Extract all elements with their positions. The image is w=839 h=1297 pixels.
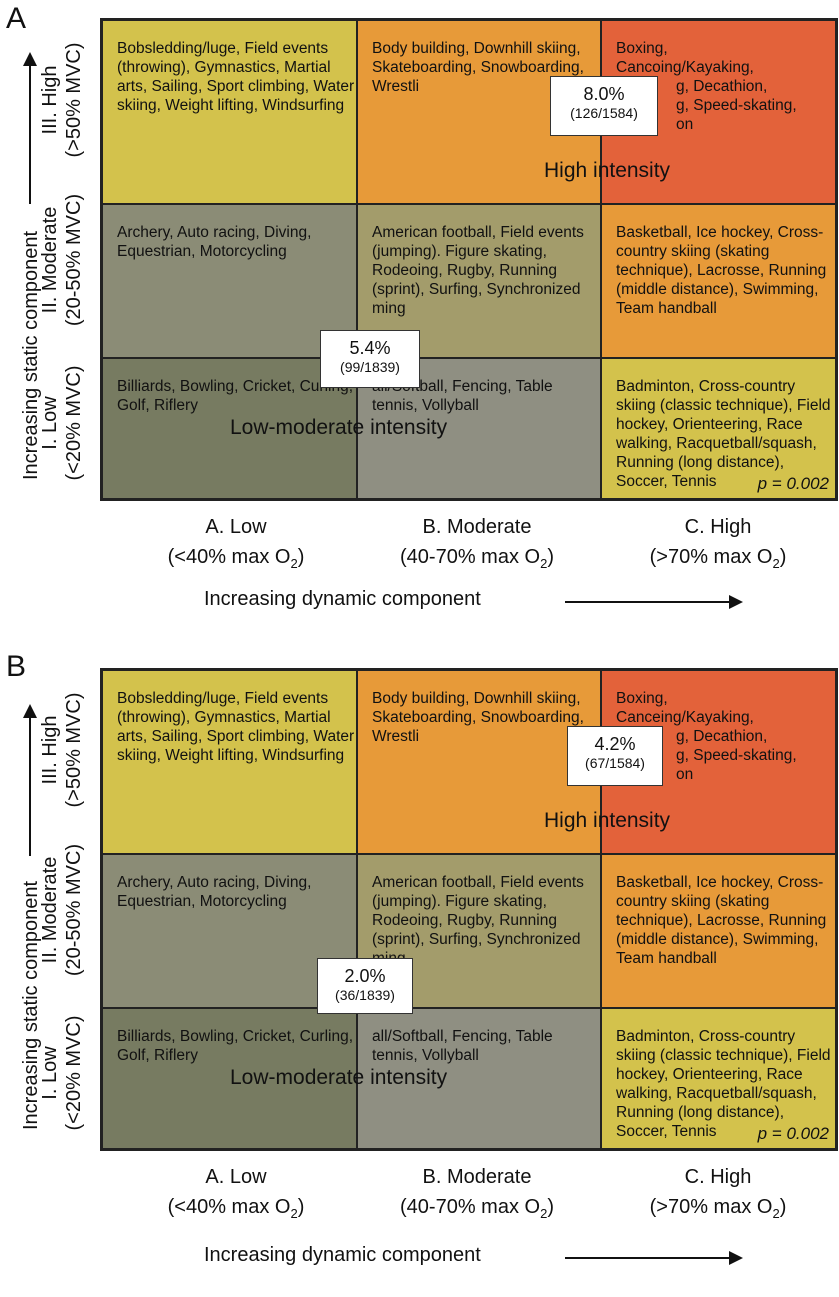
low-moderate-intensity-label: Low-moderate intensity: [230, 416, 448, 439]
high-intensity-callout: 4.2% (67/1584): [567, 726, 663, 786]
cell-low-static-low-dynamic: Billiards, Bowling, Cricket, Curling, Go…: [103, 359, 356, 498]
x-axis-title: Increasing dynamic component: [204, 588, 481, 610]
cell-moderate-static-low-dynamic: Archery, Auto racing, Diving, Equestrian…: [103, 205, 356, 357]
high-intensity-callout: 8.0% (126/1584): [550, 76, 658, 136]
row-label-high: III. High (>50% MVC): [39, 42, 85, 158]
cell-low-static-high-dynamic: Badminton, Cross-country skiing (classic…: [602, 1009, 835, 1148]
cell-high-static-low-dynamic: Bobsledding/luge, Field events (throwing…: [103, 671, 356, 853]
low-intensity-callout: 2.0% (36/1839): [317, 958, 413, 1014]
cell-moderate-static-high-dynamic: Basketball, Ice hockey, Cross-country sk…: [602, 205, 835, 357]
cell-low-static-low-dynamic: Billiards, Bowling, Cricket, Curling, Go…: [103, 1009, 356, 1148]
panel-label: B: [6, 650, 27, 683]
x-axis-title: Increasing dynamic component: [204, 1244, 481, 1266]
row-label-low: I. Low (<20% MVC): [39, 1015, 85, 1131]
cell-low-static-high-dynamic: Badminton, Cross-country skiing (classic…: [602, 359, 835, 498]
col-label-low: A. Low (<40% max O2): [167, 1166, 305, 1221]
classification-grid: Bobsledding/luge, Field events (throwing…: [100, 18, 838, 501]
col-label-high: C. High (>70% max O2): [649, 1166, 787, 1221]
cell-moderate-static-moderate-dynamic: American football, Field events (jumping…: [358, 205, 600, 357]
classification-grid: Bobsledding/luge, Field events (throwing…: [100, 668, 838, 1151]
cell-moderate-static-high-dynamic: Basketball, Ice hockey, Cross-country sk…: [602, 855, 835, 1007]
col-label-moderate: B. Moderate (40-70% max O2): [400, 516, 554, 571]
cell-low-static-moderate-dynamic: all/Softball, Fencing, Table tennis, Vol…: [358, 1009, 600, 1148]
low-moderate-intensity-label: Low-moderate intensity: [230, 1066, 448, 1089]
cell-high-static-high-dynamic: Boxing, Cancoing/Kayaking, g, Decathion,…: [602, 21, 835, 203]
high-intensity-label: High intensity: [544, 809, 671, 832]
y-axis-arrow: [23, 704, 37, 856]
col-label-low: A. Low (<40% max O2): [167, 516, 305, 571]
panel-b: B Increasing static component III. High …: [0, 648, 839, 1288]
cell-moderate-static-low-dynamic: Archery, Auto racing, Diving, Equestrian…: [103, 855, 356, 1007]
row-label-moderate: II. Moderate (20-50% MVC): [39, 193, 85, 327]
cell-high-static-high-dynamic: Boxing, Canceing/Kayaking, g, Decathion,…: [602, 671, 835, 853]
panel-label: A: [6, 2, 27, 35]
high-intensity-label: High intensity: [544, 159, 671, 182]
p-value: p = 0.002: [757, 1124, 829, 1143]
x-axis-arrow: [565, 595, 743, 609]
cell-high-static-low-dynamic: Bobsledding/luge, Field events (throwing…: [103, 21, 356, 203]
y-axis-arrow: [23, 52, 37, 204]
row-label-high: III. High (>50% MVC): [39, 692, 85, 808]
x-axis-arrow: [565, 1251, 743, 1265]
col-label-high: C. High (>70% max O2): [649, 516, 787, 571]
cell-high-static-moderate-dynamic: Body building, Downhill skiing, Skateboa…: [358, 671, 600, 853]
row-label-moderate: II. Moderate (20-50% MVC): [39, 843, 85, 977]
low-intensity-callout: 5.4% (99/1839): [320, 330, 420, 388]
panel-a: A Increasing static component III. High …: [0, 0, 839, 640]
row-label-low: I. Low (<20% MVC): [39, 365, 85, 481]
p-value: p = 0.002: [757, 474, 829, 493]
col-label-moderate: B. Moderate (40-70% max O2): [400, 1166, 554, 1221]
